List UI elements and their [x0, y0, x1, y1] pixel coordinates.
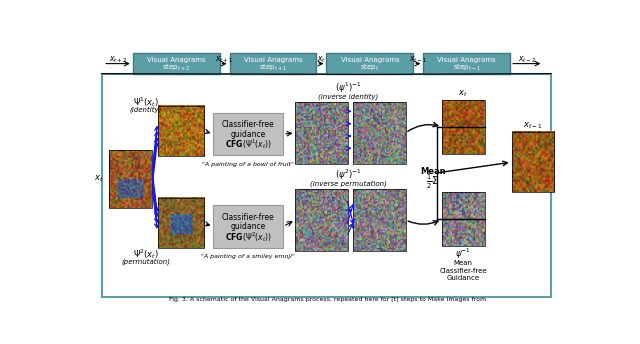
FancyBboxPatch shape: [213, 205, 283, 248]
Text: Classifier-free: Classifier-free: [222, 120, 275, 129]
Text: $(\psi^2)^{-1}$: $(\psi^2)^{-1}$: [335, 168, 362, 182]
Text: Visual Anagrams: Visual Anagrams: [147, 57, 205, 63]
Text: Visual Anagrams: Visual Anagrams: [340, 57, 399, 63]
Text: $x_{t+2}$: $x_{t+2}$: [109, 54, 127, 65]
Text: guidance: guidance: [230, 222, 266, 231]
Text: step$_{t+2}$: step$_{t+2}$: [162, 63, 190, 74]
Text: Mean: Mean: [454, 260, 473, 266]
Text: Guidance: Guidance: [447, 276, 480, 281]
Text: $x_t$: $x_t$: [93, 173, 103, 184]
Text: Visual Anagrams: Visual Anagrams: [437, 57, 496, 63]
Text: (identity): (identity): [130, 107, 162, 113]
Text: $\Psi^2(x_t)$: $\Psi^2(x_t)$: [133, 247, 159, 261]
FancyBboxPatch shape: [230, 53, 316, 74]
Text: $x_{t+1}$: $x_{t+1}$: [216, 54, 234, 65]
Text: (inverse identity): (inverse identity): [318, 94, 378, 100]
FancyBboxPatch shape: [423, 53, 510, 74]
Text: $x_{t-1}$: $x_{t-1}$: [409, 54, 428, 65]
Text: $x_{t}$: $x_{t}$: [317, 54, 326, 65]
Text: Classifier-free: Classifier-free: [222, 213, 275, 222]
Text: Classifier-free: Classifier-free: [440, 268, 487, 274]
Text: (permutation): (permutation): [122, 258, 170, 265]
FancyBboxPatch shape: [213, 113, 283, 155]
Text: Visual Anagrams: Visual Anagrams: [244, 57, 302, 63]
FancyBboxPatch shape: [132, 53, 220, 74]
Text: "A painting of a smiley emoji": "A painting of a smiley emoji": [202, 254, 295, 259]
Text: $\psi^{-1}$: $\psi^{-1}$: [455, 247, 471, 261]
Text: $x_t$: $x_t$: [458, 88, 468, 99]
FancyBboxPatch shape: [326, 53, 413, 74]
Text: $\mathbf{CFG}(\Psi^2(x_t))$: $\mathbf{CFG}(\Psi^2(x_t))$: [225, 230, 271, 244]
Text: $x_{t-2}$: $x_{t-2}$: [518, 54, 536, 65]
Text: guidance: guidance: [230, 130, 266, 139]
Text: step$_{t+1}$: step$_{t+1}$: [259, 63, 287, 74]
Text: $x_{t-1}$: $x_{t-1}$: [523, 121, 543, 131]
Text: $\frac{1}{2}\Sigma$: $\frac{1}{2}\Sigma$: [426, 172, 439, 191]
Text: Mean: Mean: [420, 167, 445, 176]
Text: "A painting of a bowl of fruit": "A painting of a bowl of fruit": [202, 162, 294, 167]
Text: (inverse permutation): (inverse permutation): [310, 180, 387, 187]
Text: $(\psi^1)^{-1}$: $(\psi^1)^{-1}$: [335, 81, 362, 95]
Text: Fig. 3. A schematic of the Visual Anagrams process, repeated here for [t] steps : Fig. 3. A schematic of the Visual Anagra…: [170, 297, 486, 302]
Text: step$_{t-1}$: step$_{t-1}$: [453, 63, 481, 74]
Text: $\Psi^1(x_t)$: $\Psi^1(x_t)$: [133, 95, 159, 109]
Text: $\mathbf{CFG}(\Psi^1(x_t))$: $\mathbf{CFG}(\Psi^1(x_t))$: [225, 137, 271, 151]
Text: step$_{t}$: step$_{t}$: [360, 63, 380, 74]
